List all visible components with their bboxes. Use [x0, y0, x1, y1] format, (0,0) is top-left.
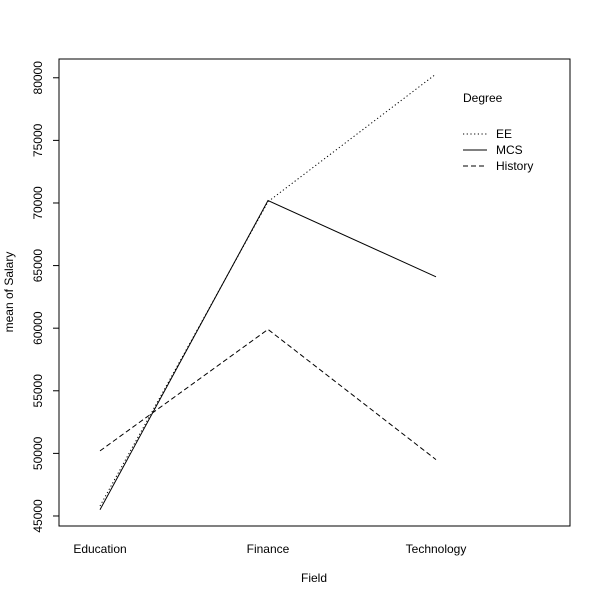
y-axis: 45000 50000 55000 60000 65000 70000 75000 80000	[31, 61, 59, 533]
legend-title: Degree	[463, 91, 503, 105]
x-tick-label: Education	[73, 542, 126, 556]
y-tick-label: 70000	[31, 186, 45, 220]
x-axis-label: Field	[301, 571, 327, 585]
y-axis-label: mean of Salary	[2, 252, 16, 333]
x-tick-label: Finance	[247, 542, 290, 556]
legend-label-history: History	[496, 159, 533, 173]
x-axis: Education Finance Technology	[73, 542, 466, 556]
legend: Degree EE MCS History	[463, 91, 533, 173]
series-line-ee	[99, 73, 437, 507]
y-tick-label: 60000	[31, 311, 45, 345]
y-tick-label: 50000	[31, 436, 45, 470]
y-tick-label: 55000	[31, 374, 45, 408]
plot-frame	[58, 58, 571, 527]
y-tick-label: 80000	[31, 61, 45, 95]
y-tick-label: 65000	[31, 249, 45, 283]
legend-label-ee: EE	[496, 127, 512, 141]
x-tick-label: Technology	[406, 542, 467, 556]
y-tick-label: 75000	[31, 123, 45, 157]
series-line-history	[99, 328, 437, 460]
y-tick-label: 45000	[31, 499, 45, 533]
series-lines	[99, 73, 437, 510]
series-line-mcs	[99, 199, 437, 510]
legend-label-mcs: MCS	[496, 143, 523, 157]
